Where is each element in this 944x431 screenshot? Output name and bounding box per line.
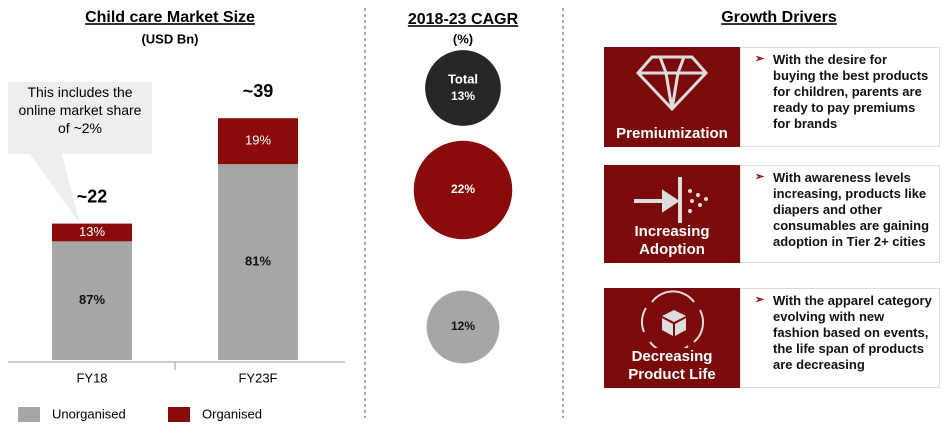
bar-segment [218,164,298,360]
value-label: 19% [245,133,271,148]
icon-cycle [641,290,705,348]
annotation: This includes the online market share of… [8,82,152,154]
driver-text: With awareness levels increasing, produc… [740,165,940,263]
driver-box: Decreasing Product Life [604,288,740,388]
bubble [413,140,513,240]
chart-title: Child care Market Size [85,9,255,26]
total-label: ~22 [77,186,108,206]
bubble [425,50,501,126]
bubble-value: 13% [451,89,475,103]
driver-title: Decreasing Product Life [628,348,716,383]
icon-diamond [635,55,709,112]
x-tick-label: FY23F [238,370,277,385]
bar-segment [52,223,132,242]
cagr-title: 2018-23 CAGR [408,11,519,28]
bar-segment [52,241,132,360]
legend-label: Organised [202,406,262,421]
bubble-value: 12% [451,319,475,333]
driver-box: Increasing Adoption [604,165,740,263]
driver-text: With the desire for buying the best prod… [740,47,940,147]
driver-text: With the apparel category evolving with … [740,288,940,388]
legend-swatch [168,407,190,422]
callout-pointer [30,154,80,224]
drivers-title: Growth Drivers [721,9,837,26]
legend-swatch [18,407,40,422]
bubble [426,290,500,364]
chart-subtitle: (USD Bn) [141,31,198,46]
driver-box: Premiumization [604,47,740,147]
bar-segment [218,118,298,165]
cagr-unit: (%) [453,31,473,46]
bubble-label: Total [448,71,478,86]
value-label: 81% [245,254,271,269]
icon-adoption [634,177,708,223]
x-tick-label: FY18 [76,370,107,385]
legend-label: Unorganised [52,406,126,421]
bubble-value: 22% [451,182,475,196]
value-label: 87% [79,292,105,307]
value-label: 13% [79,224,105,239]
total-label: ~39 [243,81,274,101]
driver-title: Premiumization [616,125,728,142]
driver-title: Increasing Adoption [634,223,710,258]
